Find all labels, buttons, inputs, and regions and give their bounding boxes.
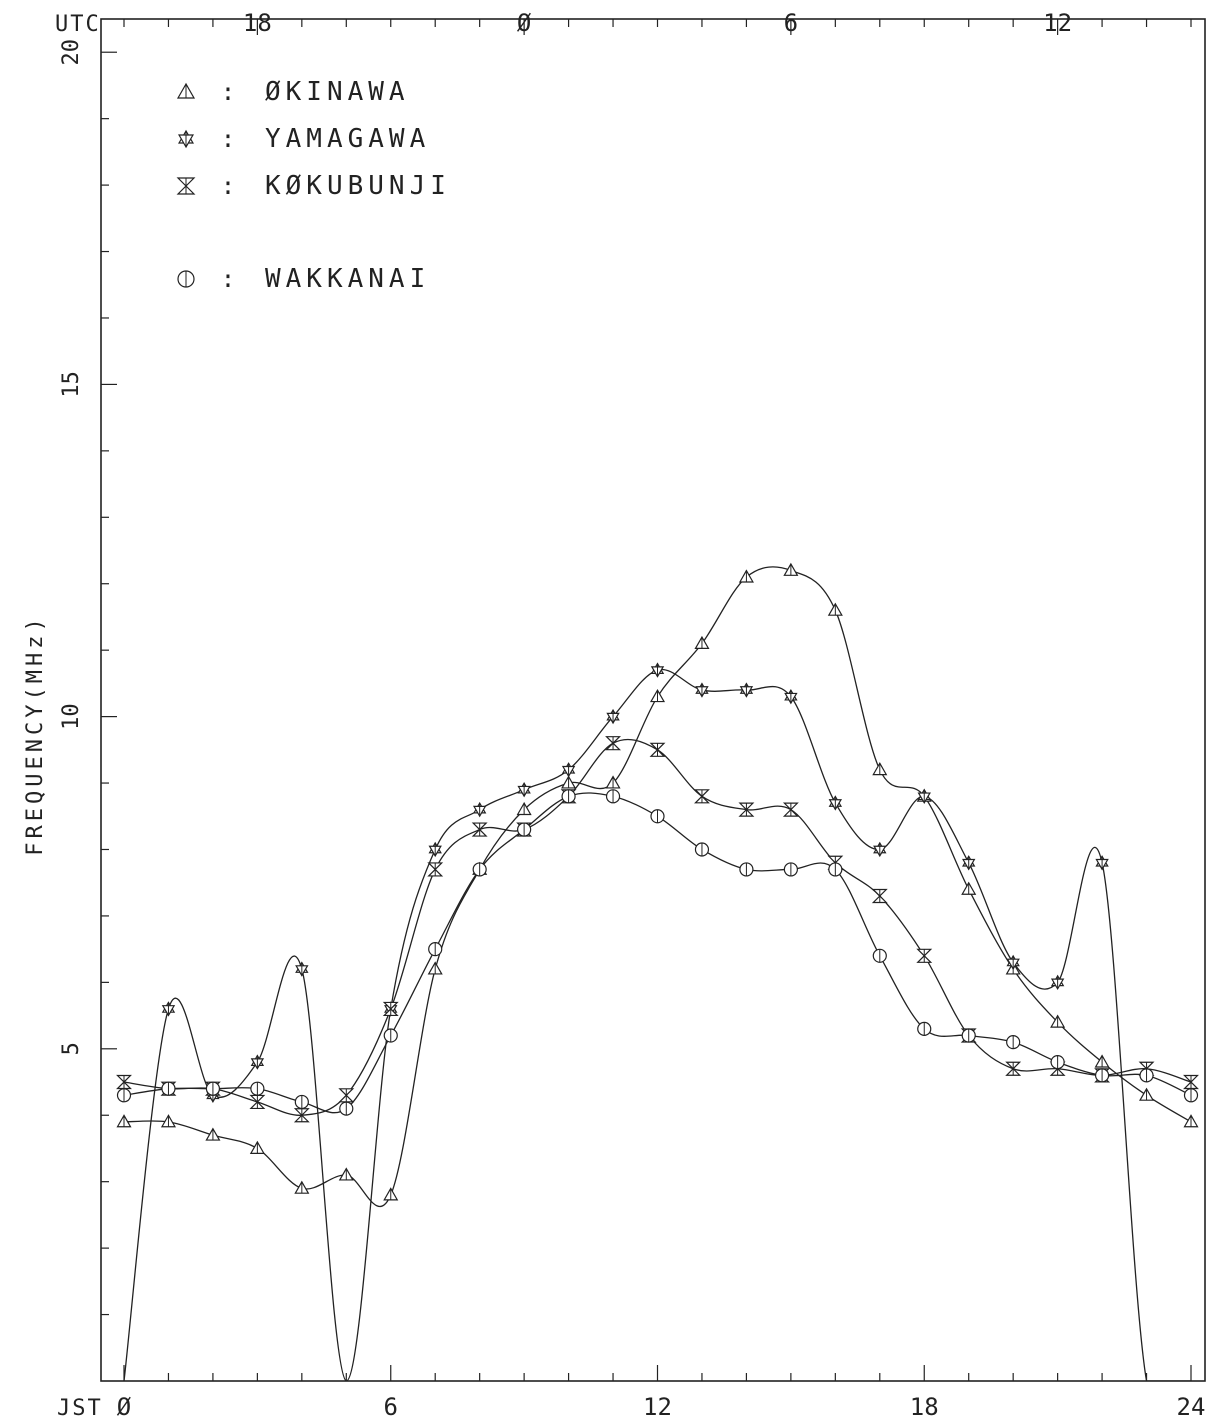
jst-tick-label: 6: [384, 1393, 398, 1421]
series-star: [123, 662, 1191, 1381]
y-tick-label: 10: [59, 703, 84, 730]
legend-colon: :: [221, 78, 235, 106]
series-line: [123, 738, 1192, 1116]
jst-axis-title: JST: [57, 1396, 103, 1421]
legend-label: WAKKANAI: [265, 264, 430, 294]
series-line: [123, 792, 1192, 1114]
series-circle: [116, 789, 1199, 1116]
utc-tick-label: Ø: [517, 9, 532, 37]
y-tick-label: 5: [59, 1042, 84, 1055]
legend-item: : ØKINAWA: [176, 77, 410, 107]
legend-colon: :: [221, 265, 235, 293]
legend-label: KØKUBUNJI: [265, 171, 451, 201]
y-tick-label: 20: [59, 39, 84, 66]
legend-label: YAMAGAWA: [265, 124, 430, 154]
plot-frame: [100, 18, 1206, 1382]
axes: Ø 6 12 18 24 18 Ø 6 12 5 10 15 20: [59, 9, 1205, 1421]
utc-axis-title: UTC: [55, 12, 101, 37]
legend-colon: :: [221, 125, 235, 153]
series-line: [123, 668, 1191, 1381]
jst-tick-label: Ø: [117, 1393, 132, 1421]
jst-tick-label: 24: [1177, 1393, 1206, 1421]
utc-tick-label: 6: [784, 9, 798, 37]
legend-item: : WAKKANAI: [177, 264, 430, 294]
y-axis-title: FREQUENCY(MHz): [23, 614, 48, 855]
series-hourglass: [116, 736, 1199, 1123]
jst-tick-label: 12: [643, 1393, 672, 1421]
utc-tick-label: 12: [1043, 9, 1072, 37]
legend-item: : KØKUBUNJI: [176, 171, 451, 201]
legend-colon: :: [221, 172, 235, 200]
legend: : ØKINAWA: YAMAGAWA: KØKUBUNJI: WAKKANAI: [176, 77, 451, 294]
utc-tick-label: 18: [243, 9, 272, 37]
legend-item: : YAMAGAWA: [177, 124, 430, 154]
legend-label: ØKINAWA: [265, 77, 410, 107]
jst-tick-label: 18: [910, 1393, 939, 1421]
y-tick-label: 15: [59, 371, 84, 398]
series-layer: [116, 562, 1199, 1381]
